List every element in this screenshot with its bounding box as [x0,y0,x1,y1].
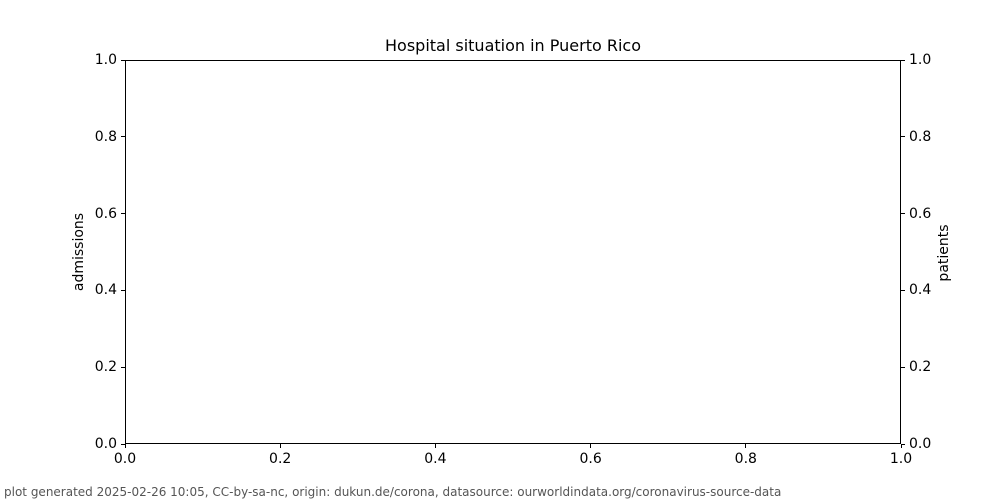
x-tick-mark [590,444,592,448]
y-left-tick-label: 0.6 [94,205,117,222]
y-right-tick-label: 1.0 [909,52,932,68]
x-tick-mark [279,444,281,448]
x-tick-mark [745,444,747,448]
y-right-tick-label: 0.6 [909,205,932,222]
y-axis-label-admissions: admissions [71,212,87,292]
plot-area [125,60,901,444]
y-right-tick-mark [901,289,905,291]
y-left-tick-mark [121,443,125,445]
x-tick-label: 0.8 [734,451,757,467]
x-tick-label: 0.6 [579,451,602,467]
y-right-tick-label: 0.2 [909,359,932,376]
y-left-tick-label: 1.0 [94,52,117,68]
x-tick-label: 0.2 [269,451,292,467]
y-right-tick-mark [901,59,905,61]
y-right-tick-label: 0.8 [909,128,932,145]
y-right-tick-label: 0.4 [909,282,932,299]
y-left-tick-label: 0.0 [94,436,117,452]
x-tick-label: 0.4 [424,451,447,467]
y-axis-label-patients: patients [936,224,952,282]
x-tick-mark [434,444,436,448]
chart-title: Hospital situation in Puerto Rico [385,36,641,55]
y-left-tick-label: 0.4 [94,282,117,299]
y-right-tick-mark [901,136,905,138]
x-tick-mark [124,444,126,448]
x-tick-mark [900,444,902,448]
y-left-tick-mark [121,59,125,61]
y-left-tick-mark [121,136,125,138]
y-left-tick-label: 0.8 [94,128,117,145]
x-tick-label: 1.0 [889,451,913,467]
x-tick-label: 0.0 [113,451,137,467]
y-left-tick-mark [121,289,125,291]
y-right-tick-label: 0.0 [909,436,932,452]
y-left-tick-mark [121,366,125,368]
plot-footer-note: plot generated 2025-02-26 10:05, CC-by-s… [4,485,782,499]
y-right-tick-mark [901,213,905,215]
y-right-tick-mark [901,443,905,445]
y-right-tick-mark [901,366,905,368]
y-left-tick-label: 0.2 [94,359,117,376]
y-left-tick-mark [121,213,125,215]
